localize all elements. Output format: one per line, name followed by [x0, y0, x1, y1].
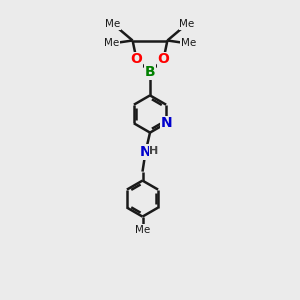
Text: B: B: [145, 65, 155, 79]
Text: N: N: [160, 116, 172, 130]
Text: H: H: [149, 146, 158, 156]
Text: Me: Me: [106, 19, 121, 29]
Text: O: O: [130, 52, 142, 66]
Text: Me: Me: [181, 38, 196, 49]
Text: Me: Me: [135, 225, 150, 235]
Text: O: O: [158, 52, 169, 66]
Text: Me: Me: [104, 38, 119, 49]
Text: N: N: [140, 145, 151, 159]
Text: Me: Me: [179, 19, 194, 29]
